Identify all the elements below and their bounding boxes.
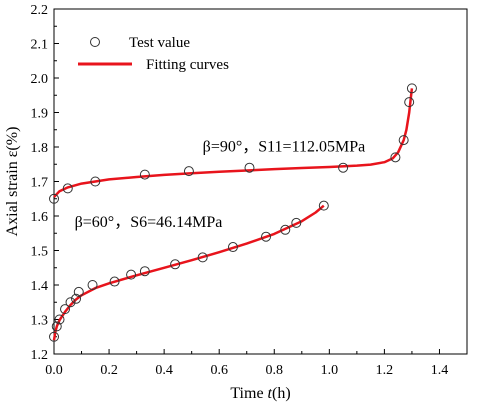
annotation-series-1: β=90°，S11=112.05MPa bbox=[203, 138, 366, 155]
test-point bbox=[49, 331, 59, 342]
test-point bbox=[183, 166, 194, 177]
x-axis-title-unit: (h) bbox=[272, 385, 291, 402]
legend-marker-test-value bbox=[90, 37, 100, 47]
fitting-curve-series-2 bbox=[52, 204, 325, 341]
test-point bbox=[197, 252, 208, 263]
test-point bbox=[126, 269, 137, 280]
y-tick-label: 1.7 bbox=[31, 176, 49, 191]
test-point bbox=[49, 193, 59, 204]
plot-area bbox=[53, 8, 468, 355]
y-tick-label: 2.1 bbox=[31, 38, 49, 53]
fitting-curves bbox=[52, 88, 414, 341]
y-tick-label: 2.2 bbox=[31, 3, 49, 18]
test-point bbox=[280, 224, 291, 235]
test-point bbox=[139, 169, 150, 180]
y-tick-label: 1.2 bbox=[31, 348, 49, 363]
test-point bbox=[109, 276, 120, 287]
test-point bbox=[90, 176, 101, 187]
test-point bbox=[65, 297, 76, 308]
y-axis-title: Axial strain ε(%) bbox=[4, 127, 21, 237]
legend: Test value Fitting curves bbox=[78, 35, 229, 73]
test-point bbox=[62, 183, 73, 194]
x-axis-title-variable: t bbox=[268, 385, 273, 402]
test-point bbox=[51, 321, 62, 332]
test-point bbox=[404, 97, 415, 108]
test-point bbox=[291, 217, 302, 228]
test-point bbox=[87, 280, 98, 290]
test-point bbox=[227, 242, 238, 253]
x-tick-label: 0.4 bbox=[155, 363, 173, 378]
legend-label-test-value: Test value bbox=[129, 35, 190, 51]
x-tick-label: 1.2 bbox=[376, 363, 394, 378]
x-tick-label: 0.8 bbox=[266, 363, 284, 378]
test-point bbox=[71, 293, 82, 304]
x-tick-label: 0.6 bbox=[210, 363, 228, 378]
test-point bbox=[60, 304, 71, 315]
y-tick-label: 2.0 bbox=[31, 72, 49, 87]
test-points bbox=[49, 83, 417, 342]
test-point bbox=[54, 314, 65, 325]
y-tick-label: 1.8 bbox=[31, 141, 49, 156]
test-point bbox=[318, 200, 329, 211]
test-point bbox=[406, 83, 417, 94]
test-point bbox=[139, 266, 150, 277]
x-tick-label: 0.2 bbox=[100, 363, 118, 378]
x-tick-label: 1.0 bbox=[321, 363, 339, 378]
test-point bbox=[73, 286, 84, 297]
legend-label-fitting-curves: Fitting curves bbox=[146, 57, 229, 73]
test-point bbox=[244, 162, 255, 173]
x-tick-label: 1.4 bbox=[431, 363, 449, 378]
x-tick-label: 0.0 bbox=[45, 363, 63, 378]
y-tick-label: 1.4 bbox=[31, 279, 49, 294]
y-tick-label: 1.6 bbox=[31, 210, 49, 225]
plot-frame bbox=[53, 8, 468, 355]
fitting-curve-series-1 bbox=[53, 88, 414, 198]
test-point bbox=[261, 231, 272, 242]
x-axis-title: Time t(h) bbox=[230, 385, 290, 402]
y-tick-label: 1.3 bbox=[31, 314, 49, 329]
test-point bbox=[338, 162, 349, 173]
annotation-series-2: β=60°，S6=46.14MPa bbox=[75, 214, 223, 231]
y-tick-label: 1.9 bbox=[31, 107, 49, 122]
y-tick-label: 1.5 bbox=[31, 245, 49, 260]
test-point bbox=[170, 259, 181, 270]
test-point bbox=[390, 152, 401, 163]
axis-ticks: 0.0 0.2 0.4 0.6 0.8 1.0 1.2 1.4 1.2 1.3 1.4 1.5 1.6 1… bbox=[31, 3, 449, 378]
test-point bbox=[398, 135, 409, 146]
x-axis-title-prefix: Time bbox=[230, 385, 267, 402]
